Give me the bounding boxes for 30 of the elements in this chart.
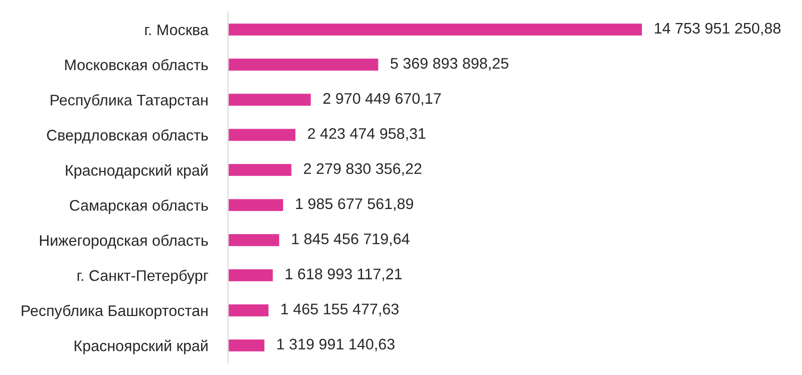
data-label: 2 423 474 958,31 <box>308 128 426 141</box>
y-tick-label: Республика Татарстан <box>50 94 208 109</box>
data-label: 5 369 893 898,25 <box>390 58 508 71</box>
bar <box>228 92 312 108</box>
bar <box>228 232 281 248</box>
y-tick-label: г. Москва <box>145 24 209 36</box>
data-label: 1 465 155 477,63 <box>281 304 399 316</box>
y-tick-label: Нижегородская область <box>40 234 208 249</box>
y-tick-label: г. Санкт-Петербург <box>78 270 208 284</box>
y-tick-label: Московская область <box>65 58 208 70</box>
data-label: 1 845 456 719,64 <box>292 233 410 246</box>
y-tick-label: Республика Башкортостан <box>22 304 208 320</box>
bar <box>228 162 293 178</box>
data-label: 1 618 993 117,21 <box>286 268 402 282</box>
data-label: 2 279 830 356,22 <box>304 163 422 176</box>
bar <box>228 22 644 37</box>
y-tick-label: Красноярский край <box>74 340 208 354</box>
bar <box>228 57 380 72</box>
y-tick-label: Краснодарский край <box>66 164 208 179</box>
bar <box>228 268 274 283</box>
bar <box>228 198 284 212</box>
bar <box>228 338 266 353</box>
data-label: 1 319 991 140,63 <box>277 338 394 352</box>
y-tick-label: Свердловская область <box>47 129 208 144</box>
data-label: 14 753 951 250,88 <box>654 22 780 36</box>
bar <box>228 127 297 142</box>
bar <box>228 302 270 318</box>
data-label: 2 970 449 670,17 <box>323 93 441 106</box>
y-tick-label: Самарская область <box>70 199 208 214</box>
data-label: 1 985 677 561,89 <box>296 198 414 211</box>
